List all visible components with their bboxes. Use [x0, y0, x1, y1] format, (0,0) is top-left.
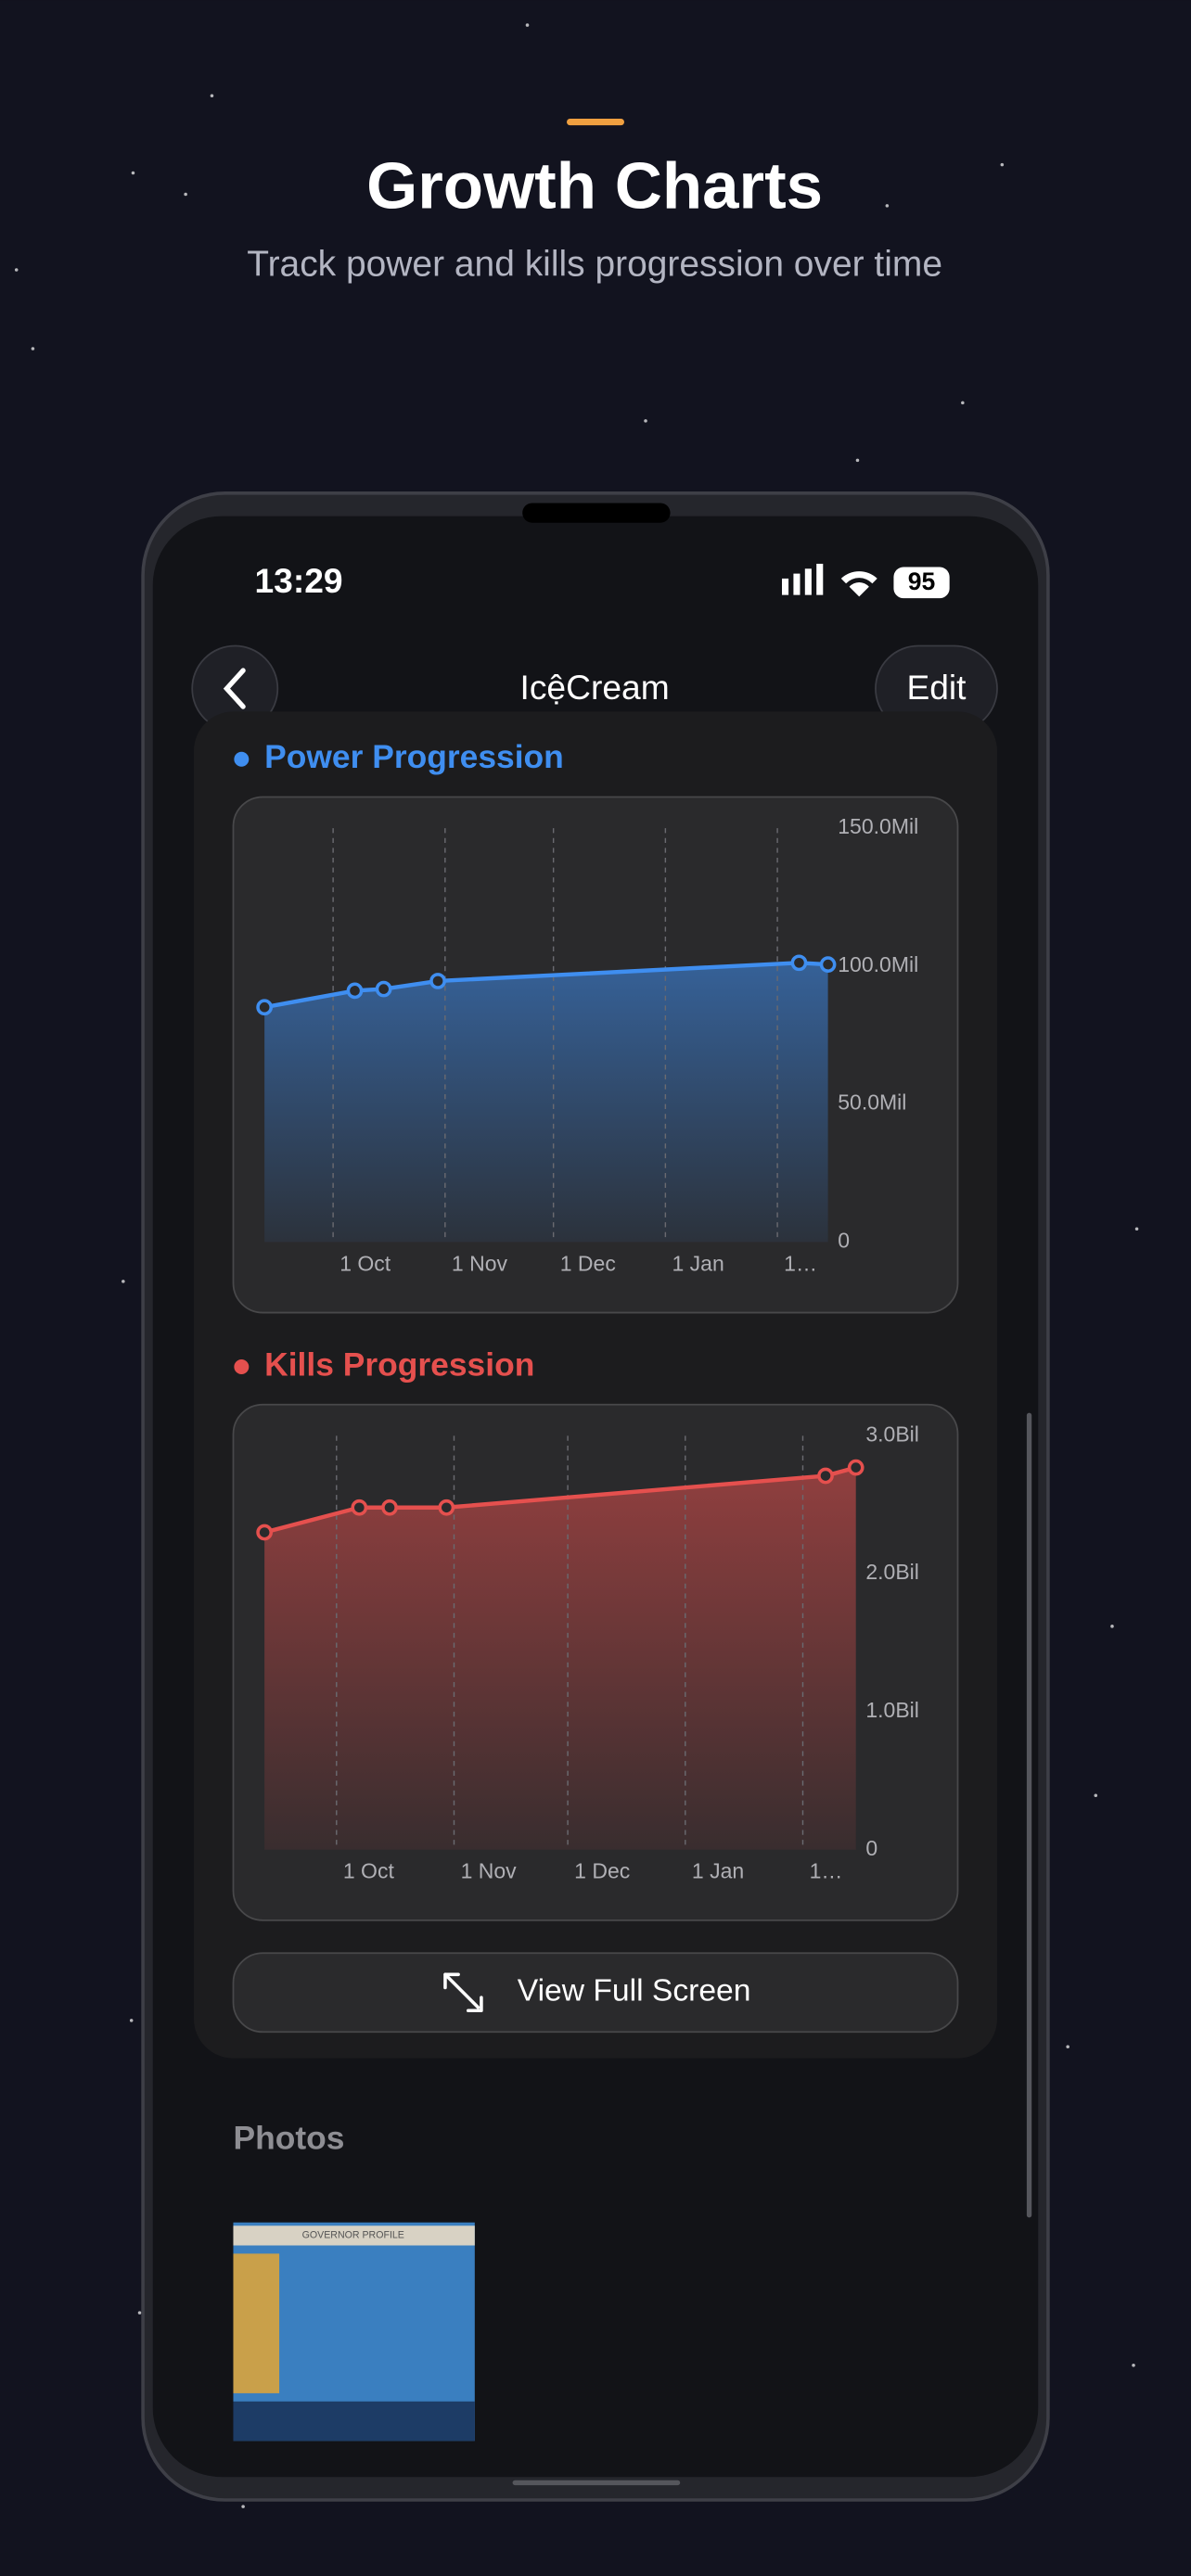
x-tick-label: 1 Oct — [339, 1251, 391, 1275]
thumbnail-avatar — [233, 2253, 280, 2393]
y-tick-label: 3.0Bil — [865, 1422, 919, 1446]
stars — [14, 23, 1139, 2508]
x-tick-label: 1 Dec — [560, 1251, 616, 1275]
point — [847, 1459, 864, 1476]
legend-dot — [234, 1359, 250, 1374]
point — [429, 973, 446, 989]
point — [438, 1498, 455, 1516]
x-tick-label: 1 Oct — [343, 1859, 395, 1883]
point — [790, 954, 808, 972]
point — [256, 999, 273, 1016]
home-indicator — [512, 2480, 681, 2486]
thumbnail-caption: GOVERNOR PROFILE — [302, 2230, 404, 2241]
point — [819, 956, 837, 973]
y-tick-label: 100.0Mil — [838, 952, 918, 976]
button-label: View Full Screen — [518, 1974, 751, 2009]
status-time: 13:29 — [255, 561, 343, 600]
expand-icon — [443, 1972, 483, 2013]
x-tick-label: 1 Dec — [574, 1859, 630, 1883]
status-icons — [782, 563, 950, 599]
accent-bar — [567, 119, 624, 126]
y-tick-label: 150.0Mil — [838, 814, 918, 838]
point — [817, 1467, 834, 1485]
header-subtitle: Track power and kills progression over t… — [247, 245, 942, 285]
x-tick-label: 1 Jan — [692, 1859, 744, 1883]
header-title: Growth Charts — [366, 150, 823, 223]
thumbnail-banner — [233, 2225, 475, 2246]
scrollbar — [1026, 1412, 1032, 2218]
chart-title: Power Progression — [264, 738, 564, 775]
x-tick-label: 1 Jan — [672, 1251, 724, 1275]
x-tick-label: 1… — [810, 1859, 843, 1883]
notch — [522, 503, 671, 523]
point — [351, 1498, 368, 1516]
point — [346, 982, 364, 1000]
point — [381, 1498, 398, 1516]
full-screen-button[interactable] — [232, 1952, 959, 2034]
chart-title: Kills Progression — [264, 1345, 534, 1383]
x-tick-label: 1… — [784, 1251, 817, 1275]
area — [264, 963, 828, 1243]
point — [375, 980, 392, 998]
x-tick-label: 1 Nov — [452, 1251, 508, 1275]
status-battery: 95 — [908, 567, 936, 595]
y-tick-label: 50.0Mil — [838, 1090, 906, 1115]
nav-title: IcệCream — [520, 668, 670, 707]
legend-dot — [234, 751, 250, 767]
y-tick-label: 1.0Bil — [865, 1698, 919, 1722]
area — [264, 1467, 856, 1850]
point — [256, 1524, 273, 1541]
back-icon — [223, 668, 246, 709]
photos-title: Photos — [233, 2120, 344, 2157]
y-tick-label: 0 — [838, 1228, 850, 1252]
thumbnail-tabbar — [233, 2401, 475, 2442]
y-tick-label: 2.0Bil — [865, 1560, 919, 1584]
x-tick-label: 1 Nov — [461, 1859, 518, 1883]
edit-label: Edit — [906, 668, 967, 707]
y-tick-label: 0 — [865, 1836, 877, 1860]
